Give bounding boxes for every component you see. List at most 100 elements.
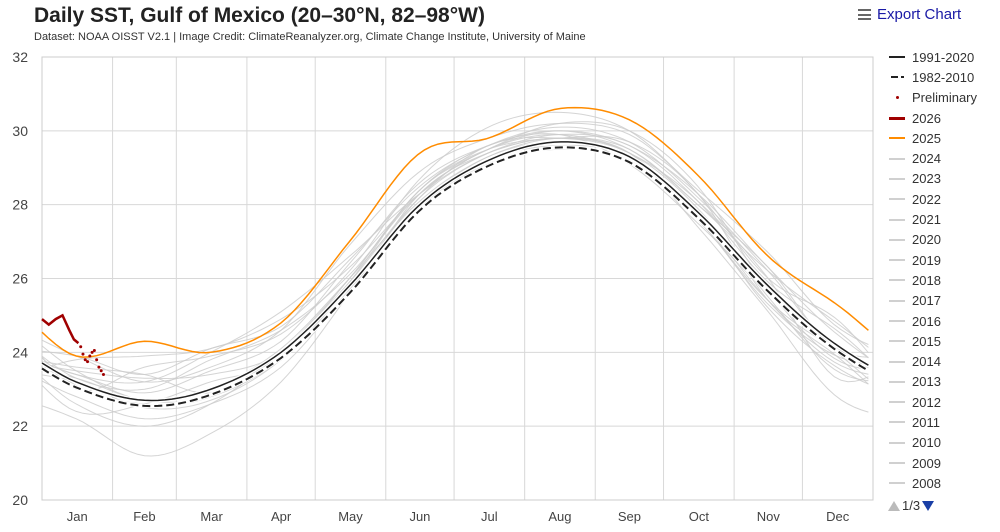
legend-swatch-icon [888,458,906,468]
legend-label: 2013 [912,374,941,390]
y-tick-label: 22 [12,418,28,434]
legend-next-page-icon[interactable] [922,500,935,511]
legend-swatch-icon [888,215,906,225]
legend: 1991-2020 1982-2010 Preliminary 2026 2025 202… [888,47,977,494]
series-line-2012 [41,137,869,384]
series-line-2026 [41,313,80,345]
preliminary-point [88,354,92,358]
legend-item-2015[interactable]: 2015 [888,331,977,351]
legend-label: 2026 [912,110,941,126]
legend-item-1982-2010[interactable]: 1982-2010 [888,67,977,87]
legend-swatch-icon [888,194,906,204]
legend-item-2021[interactable]: 2021 [888,209,977,229]
legend-swatch-icon [888,52,906,62]
series-line-2025 [41,106,869,358]
legend-label: 2022 [912,191,941,207]
preliminary-point [92,348,96,352]
legend-item-2010[interactable]: 2010 [888,433,977,453]
legend-label: 2023 [912,171,941,187]
y-tick-label: 24 [12,344,28,360]
legend-swatch-icon [888,296,906,306]
export-chart-label: Export Chart [877,6,962,23]
legend-item-2014[interactable]: 2014 [888,351,977,371]
preliminary-point [99,369,103,373]
chart-subtitle: Dataset: NOAA OISST V2.1 | Image Credit:… [34,31,586,43]
legend-item-2009[interactable]: 2009 [888,453,977,473]
x-tick-label: Nov [757,509,781,524]
series-line-2010 [41,137,869,457]
legend-prev-page-icon[interactable] [888,500,900,511]
legend-swatch-icon [888,478,906,488]
legend-swatch-icon [888,235,906,245]
legend-label: 2025 [912,130,941,146]
legend-swatch-icon [888,133,906,143]
legend-swatch-icon [888,438,906,448]
legend-item-2013[interactable]: 2013 [888,372,977,392]
legend-label: 1991-2020 [912,49,975,65]
export-chart-button[interactable]: Export Chart [858,6,961,23]
legend-swatch-icon [888,255,906,265]
legend-item-1991-2020[interactable]: 1991-2020 [888,47,977,67]
legend-label: 2010 [912,435,941,451]
y-tick-label: 30 [12,123,28,139]
x-tick-label: Apr [271,509,292,524]
preliminary-point [81,352,85,356]
y-tick-label: 26 [12,271,28,287]
x-tick-label: Jan [67,509,88,524]
legend-label: 2016 [912,313,941,329]
preliminary-point [86,360,90,364]
y-tick-label: 20 [12,492,28,508]
legend-item-2020[interactable]: 2020 [888,230,977,250]
x-tick-label: Mar [200,509,223,524]
legend-item-2017[interactable]: 2017 [888,291,977,311]
hamburger-menu-icon [858,9,871,20]
x-tick-label: Aug [548,509,571,524]
legend-item-2019[interactable]: 2019 [888,250,977,270]
y-tick-label: 32 [12,49,28,65]
legend-swatch-icon [888,316,906,326]
legend-label: 2012 [912,394,941,410]
legend-item-2023[interactable]: 2023 [888,169,977,189]
series-line-2022 [41,130,869,394]
x-tick-label: Jul [481,509,498,524]
legend-swatch-icon [888,377,906,387]
legend-swatch-icon [888,93,906,103]
legend-item-2016[interactable]: 2016 [888,311,977,331]
legend-swatch-icon [888,275,906,285]
legend-label: 2011 [912,414,940,430]
x-tick-label: Oct [689,509,710,524]
legend-item-2025[interactable]: 2025 [888,128,977,148]
legend-label: 2020 [912,232,941,248]
series-line-2023 [41,111,869,392]
chart-title: Daily SST, Gulf of Mexico (20–30°N, 82–9… [34,4,485,27]
legend-item-2026[interactable]: 2026 [888,108,977,128]
legend-item-2011[interactable]: 2011 [888,412,977,432]
legend-item-Preliminary[interactable]: Preliminary [888,88,977,108]
legend-swatch-icon [888,397,906,407]
preliminary-point [97,365,101,369]
legend-label: 2014 [912,354,941,370]
legend-item-2022[interactable]: 2022 [888,189,977,209]
legend-item-2012[interactable]: 2012 [888,392,977,412]
legend-label: 2009 [912,455,941,471]
legend-pager: 1/3 [888,498,935,513]
legend-label: 2021 [912,212,941,228]
legend-item-2008[interactable]: 2008 [888,473,977,493]
legend-label: 2018 [912,272,941,288]
preliminary-point [95,358,99,362]
preliminary-point [79,345,83,349]
legend-item-2024[interactable]: 2024 [888,148,977,168]
preliminary-point [90,350,94,354]
legend-item-2018[interactable]: 2018 [888,270,977,290]
legend-label: 2024 [912,151,941,167]
preliminary-point [101,372,105,376]
legend-label: 2017 [912,293,941,309]
preliminary-point [83,358,87,362]
series-line-1991-2020 [41,141,869,402]
legend-swatch-icon [888,417,906,427]
legend-swatch-icon [888,357,906,367]
legend-label: Preliminary [912,90,978,106]
x-tick-label: Sep [618,509,641,524]
legend-swatch-icon [888,154,906,164]
